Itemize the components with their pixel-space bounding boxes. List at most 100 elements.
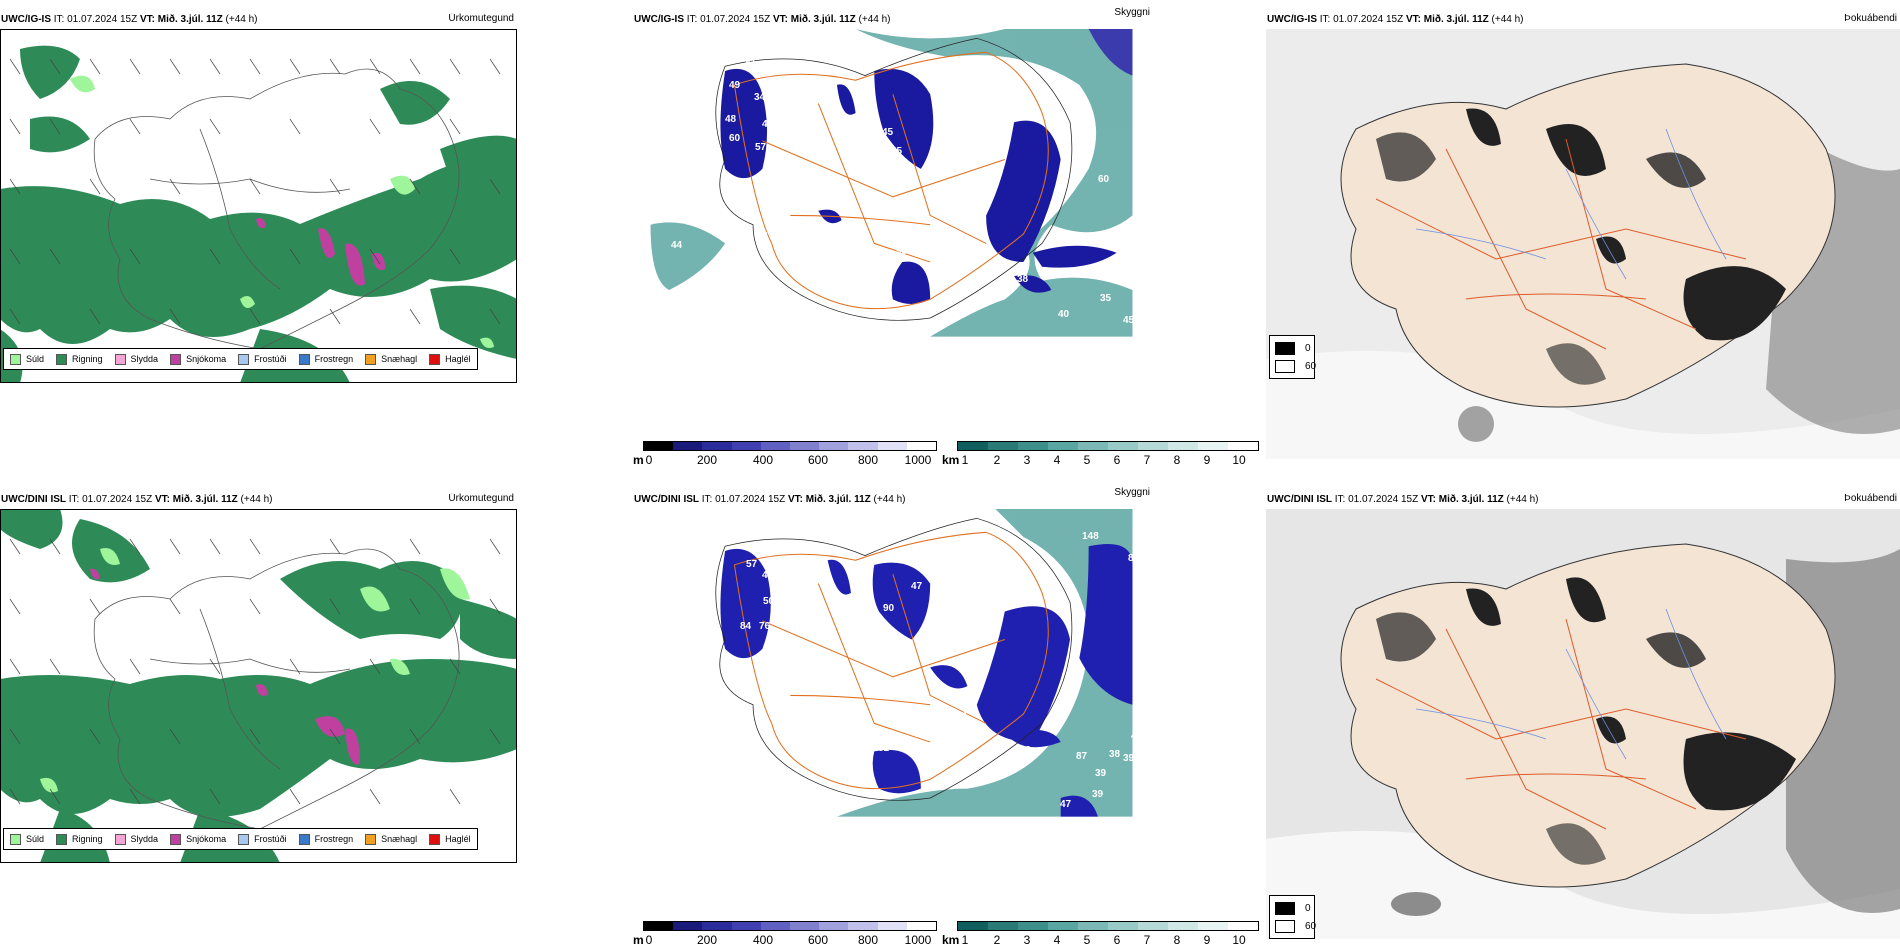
fog-legend: 0 60 <box>1269 895 1316 939</box>
map-label: 175 <box>1132 813 1149 824</box>
fog-panel-igis: UWC/IG-IS IT: 01.07.2024 15Z VT: Mið. 3.… <box>1266 13 1900 463</box>
map-label: 165 <box>1222 775 1239 786</box>
map-label: 47 <box>1060 799 1072 810</box>
terrain-scale: m 0 200 400 600 800 1000 <box>633 921 938 947</box>
legend-item: Haglél <box>429 833 471 845</box>
map-label: 60 <box>1098 174 1110 185</box>
map-label: 38 <box>1109 749 1121 760</box>
map-label: 123 <box>850 414 867 425</box>
map-label: 38 <box>1144 241 1156 252</box>
legend-item: Slydda <box>114 833 158 845</box>
map-label: 211 <box>1228 607 1245 618</box>
legend-item: Súld <box>10 353 44 365</box>
legend-item: Frostregn <box>298 833 353 845</box>
legend-item: Snjókoma <box>170 833 226 845</box>
precip-panel-dini: UWC/DINI ISL IT: 01.07.2024 15Z VT: Mið.… <box>0 493 517 863</box>
fog-legend: 0 60 <box>1269 335 1316 379</box>
map-label: 38 <box>1172 703 1184 714</box>
map-label: 53 <box>743 191 755 202</box>
map-label: 50 <box>763 596 775 607</box>
map-label: 40 <box>1171 220 1183 231</box>
map-label: 81 <box>745 58 757 69</box>
map-label: 34 <box>754 92 766 103</box>
map-label: 41 <box>722 232 734 243</box>
map-label: 35 <box>951 581 963 592</box>
precip-legend: Súld Rigning Slydda Snjókoma Frostúði Fr… <box>3 348 478 370</box>
map-label: 118 <box>1116 226 1133 237</box>
map-label: 44 <box>671 240 683 251</box>
map-label: 43 <box>762 119 774 130</box>
precip-legend: Súld Rigning Slydda Snjókoma Frostúði Fr… <box>3 828 478 850</box>
map-label: 120 <box>1164 318 1181 329</box>
panel-header: UWC/DINI ISL IT: 01.07.2024 15Z VT: Mið.… <box>1 494 273 505</box>
map-label: 41 <box>787 597 799 608</box>
visibility-panel-dini: UWC/DINI ISL IT: 01.07.2024 15Z VT: Mið.… <box>633 487 1259 947</box>
map-label: 69 <box>769 639 781 650</box>
map-label: 158 <box>759 344 776 355</box>
map-label: 49 <box>1178 163 1190 174</box>
visibility-map <box>650 509 1133 817</box>
map-label: 76 <box>759 621 771 632</box>
precip-map <box>0 509 517 863</box>
panel-header: UWC/IG-IS IT: 01.07.2024 15Z VT: Mið. 3.… <box>1 14 258 25</box>
fog-map <box>1266 29 1900 459</box>
map-label: 38 <box>1144 257 1156 268</box>
map-label: 38 <box>1017 274 1029 285</box>
map-label: 43 <box>1141 224 1153 235</box>
legend-item: Snjókoma <box>170 353 226 365</box>
legend-item: Haglél <box>429 353 471 365</box>
terrain-scale: m 0 200 400 600 800 1000 <box>633 441 938 467</box>
panel-header: UWC/DINI ISL IT: 01.07.2024 15Z VT: Mið.… <box>634 494 906 505</box>
visibility-scale: km 1 2 3 4 5 6 7 8 9 10 <box>942 441 1267 467</box>
map-label: 36 <box>1162 689 1174 700</box>
map-label: 90 <box>883 603 895 614</box>
map-label: 56 <box>911 854 923 865</box>
map-label: 50 <box>1191 186 1203 197</box>
map-label: 47 <box>981 169 993 180</box>
map-label: 45 <box>1123 315 1135 326</box>
map-label: 440 <box>967 368 984 379</box>
map-label: 42 <box>939 97 951 108</box>
panel-header: UWC/IG-IS IT: 01.07.2024 15Z VT: Mið. 3.… <box>1267 14 1524 25</box>
map-label: 148 <box>1082 531 1099 542</box>
map-label: 57 <box>755 142 767 153</box>
map-label: 178 <box>1158 796 1175 807</box>
legend-item: Snæhagl <box>365 353 417 365</box>
precip-panel-igis: UWC/IG-IS IT: 01.07.2024 15Z VT: Mið. 3.… <box>0 13 517 383</box>
map-label: 40 <box>1134 285 1146 296</box>
map-label: 76 <box>757 231 769 242</box>
map-label: 50 <box>933 830 945 841</box>
map-label: 279 <box>1223 374 1240 385</box>
map-label: 76 <box>1144 663 1156 674</box>
map-label: 42 <box>1142 685 1154 696</box>
fog-map <box>1266 509 1900 939</box>
map-label: 98 <box>896 246 908 257</box>
map-label: 60 <box>930 650 942 661</box>
map-label: 43 <box>804 835 816 846</box>
map-label: 53 <box>787 706 799 717</box>
panel-title: Úrkomutegund <box>448 13 514 24</box>
panel-title: Úrkomutegund <box>448 493 514 504</box>
map-label: 127 <box>1197 795 1214 806</box>
map-label: 156 <box>1196 765 1213 776</box>
map-label: 42 <box>796 224 808 235</box>
map-label: 46 <box>961 186 973 197</box>
legend-item: Rigning <box>56 353 103 365</box>
map-label: 44 <box>775 181 787 192</box>
legend-item: Snæhagl <box>365 833 417 845</box>
map-label: 85 <box>1128 553 1140 564</box>
legend-item: Rigning <box>56 833 103 845</box>
map-label: 57 <box>757 659 769 670</box>
map-label: 45 <box>882 127 894 138</box>
map-label: 39 <box>1092 789 1104 800</box>
legend-item: Frostúði <box>238 833 287 845</box>
map-label: 39 <box>1123 753 1135 764</box>
visibility-map <box>650 29 1133 337</box>
map-label: 125 <box>1218 639 1235 650</box>
map-label: 49 <box>729 80 741 91</box>
map-label: 95 <box>953 250 965 261</box>
map-label: 43 <box>762 570 774 581</box>
map-label: 47 <box>946 164 958 175</box>
map-label: 54 <box>956 711 968 722</box>
precip-map <box>0 29 517 383</box>
